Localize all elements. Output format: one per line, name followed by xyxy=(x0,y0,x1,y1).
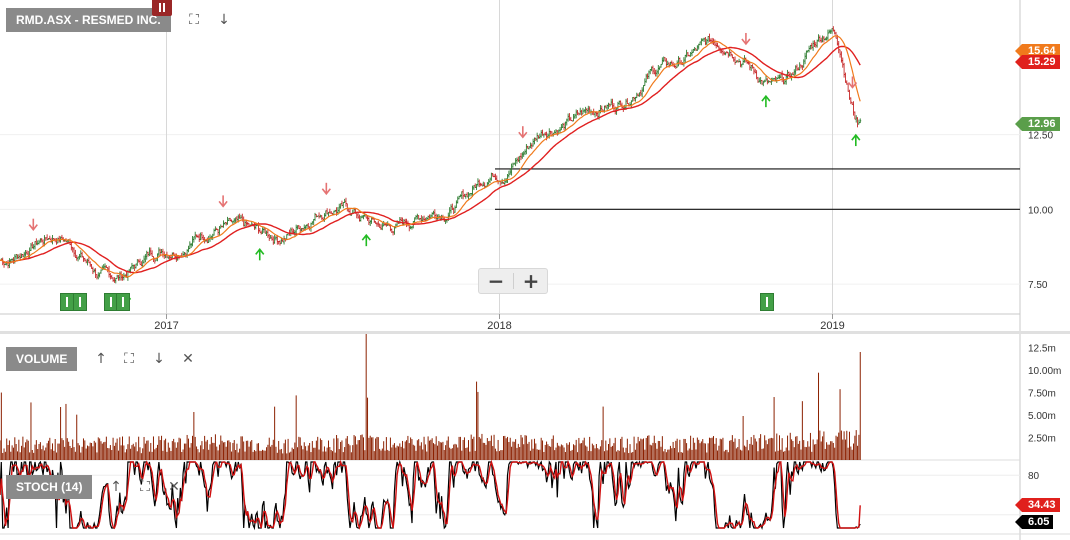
sell-arrow-head xyxy=(321,188,331,196)
slow-moving-average xyxy=(0,45,861,274)
close-icon[interactable]: ✕ xyxy=(182,351,194,367)
event-marker[interactable] xyxy=(760,293,774,311)
stoch-tag-d: 34.43 xyxy=(1015,498,1060,512)
volume-tick-label: 5.00m xyxy=(1028,411,1056,422)
buy-arrow-head xyxy=(761,94,771,102)
expand-icon[interactable]: ⛶ xyxy=(189,12,199,28)
fast-moving-average xyxy=(0,35,861,278)
x-tick-label: 2017 xyxy=(154,320,178,332)
x-tick-label: 2019 xyxy=(820,320,844,332)
stoch-title[interactable]: STOCH (14) xyxy=(6,475,93,499)
volume-bars xyxy=(0,334,861,460)
y-tick-label: 12.50 xyxy=(1028,131,1053,142)
price-tag-fast-ma: 15.64 xyxy=(1015,44,1060,58)
sell-arrow-head xyxy=(518,131,528,139)
zoom-controls: − + xyxy=(478,268,548,294)
buy-arrow-head xyxy=(851,133,861,141)
arrow-up-icon[interactable]: ↑ xyxy=(110,479,122,495)
zoom-divider xyxy=(513,273,514,289)
panel-separator xyxy=(0,331,1070,334)
x-tick-label: 2018 xyxy=(487,320,511,332)
stoch-d-line xyxy=(0,459,861,530)
close-icon[interactable]: ✕ xyxy=(168,479,180,495)
arrow-up-icon[interactable]: ↑ xyxy=(95,351,107,367)
stochastic-lines xyxy=(0,459,861,531)
volume-tick-label: 2.50m xyxy=(1028,434,1056,445)
buy-arrow-head xyxy=(255,248,265,255)
y-tick-label: 7.50 xyxy=(1028,280,1048,291)
moving-averages xyxy=(0,35,861,278)
event-marker[interactable] xyxy=(73,293,87,311)
buy-arrow-head xyxy=(361,233,371,241)
volume-tick-label: 7.50m xyxy=(1028,389,1056,400)
stoch-tag-k: 6.05 xyxy=(1014,515,1054,529)
arrow-down-icon[interactable]: ↓ xyxy=(153,351,165,367)
zoom-in-button[interactable]: + xyxy=(522,269,540,293)
pause-icon[interactable] xyxy=(152,0,172,16)
sell-arrow-head xyxy=(28,224,38,231)
price-series xyxy=(0,26,862,284)
expand-icon[interactable]: ⛶ xyxy=(140,479,150,495)
symbol-title[interactable]: RMD.ASX - RESMED INC. xyxy=(6,8,171,32)
zoom-out-button[interactable]: − xyxy=(487,269,505,293)
volume-tick-label: 10.00m xyxy=(1028,366,1061,377)
y-tick-label: 10.00 xyxy=(1028,205,1053,216)
price-tag-slow-ma: 15.29 xyxy=(1015,55,1060,69)
axis-labels: 12.50 10.00 7.50 2017 2018 2019 12.5m 10.00m 7.5… xyxy=(154,131,1061,483)
sell-arrow-head xyxy=(741,38,751,46)
sell-arrow-head xyxy=(218,200,228,208)
volume-title[interactable]: VOLUME xyxy=(6,347,78,371)
volume-tick-label: 12.5m xyxy=(1028,344,1056,355)
sell-arrow-head xyxy=(847,81,858,89)
event-marker[interactable] xyxy=(60,293,74,311)
price-tag-last: 12.96 xyxy=(1015,117,1060,131)
stoch-tick-label: 80 xyxy=(1028,471,1040,482)
arrow-down-icon[interactable]: ↓ xyxy=(218,12,230,28)
expand-icon[interactable]: ⛶ xyxy=(124,351,134,367)
event-marker[interactable] xyxy=(104,293,118,311)
event-marker[interactable] xyxy=(116,293,130,311)
